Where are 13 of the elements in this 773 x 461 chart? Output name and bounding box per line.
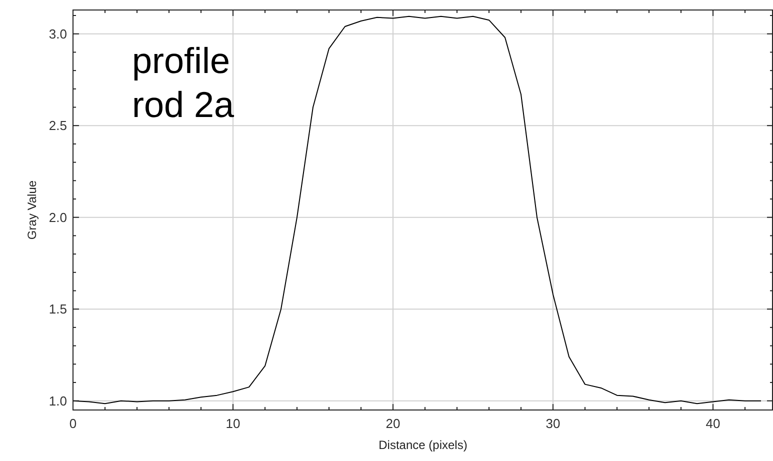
y-tick-label: 3.0 — [48, 26, 67, 42]
x-tick-label: 0 — [69, 416, 77, 431]
y-tick-label: 2.0 — [48, 210, 67, 225]
annotation: profile rod 2a — [132, 40, 236, 125]
y-tick-label: 1.0 — [48, 393, 67, 408]
x-tick-label: 20 — [386, 416, 400, 431]
y-tick-label: 1.5 — [48, 302, 67, 317]
x-tick-label: 40 — [706, 416, 720, 431]
x-tick-label: 10 — [226, 416, 240, 431]
x-axis-title: Distance (pixels) — [378, 438, 468, 452]
y-tick-label: 2.5 — [48, 118, 67, 134]
x-tick-label: 30 — [546, 416, 560, 431]
y-axis-title: Gray Value — [25, 180, 39, 240]
